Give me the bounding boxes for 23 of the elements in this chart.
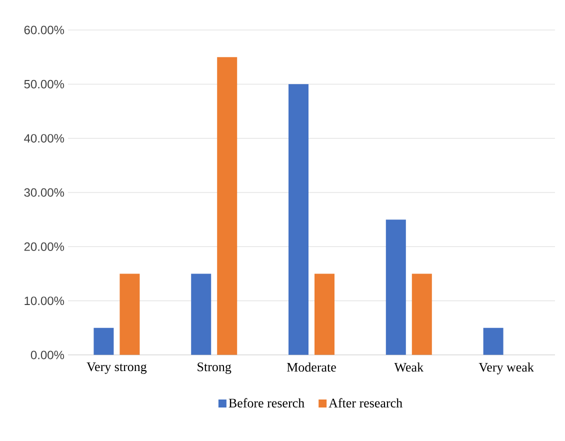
x-tick-label: Weak: [394, 362, 424, 372]
bar: [217, 57, 238, 355]
bar: [412, 274, 432, 355]
legend-label: Before reserch: [228, 398, 304, 408]
x-tick-label: Very strong: [86, 362, 147, 374]
x-tick-label: Very weak: [478, 362, 534, 374]
bar: [120, 274, 140, 355]
y-tick-label: 30.00%: [24, 188, 64, 197]
y-tick-label: 0.00%: [30, 350, 64, 360]
bar: [314, 274, 334, 355]
y-tick-label: 60.00%: [24, 26, 64, 34]
bar: [386, 220, 406, 355]
legend-label: After research: [328, 398, 402, 408]
x-tick-label: Moderate: [286, 362, 336, 372]
bar: [483, 328, 504, 355]
bar: [288, 84, 309, 355]
x-tick-label: Strong: [198, 362, 232, 374]
bar: [94, 328, 114, 355]
bar: [191, 274, 212, 355]
y-tick-label: 10.00%: [24, 296, 64, 306]
y-tick-label: 40.00%: [24, 134, 64, 143]
y-tick-label: 50.00%: [24, 80, 64, 88]
y-tick-label: 20.00%: [24, 242, 64, 251]
